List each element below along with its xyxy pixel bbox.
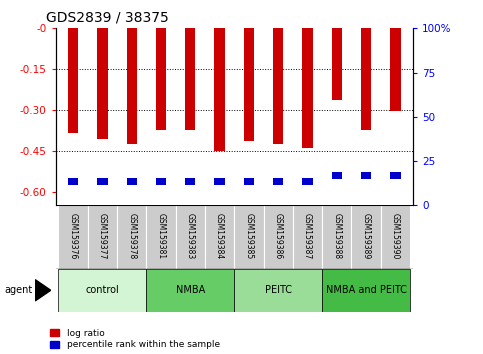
Text: NMBA: NMBA bbox=[176, 285, 205, 295]
Bar bbox=[68, 28, 78, 133]
Bar bbox=[302, 178, 313, 185]
Bar bbox=[273, 28, 284, 144]
Text: GSM159377: GSM159377 bbox=[98, 213, 107, 259]
Text: control: control bbox=[85, 285, 119, 295]
Bar bbox=[185, 28, 196, 130]
Bar bbox=[176, 205, 205, 269]
Bar bbox=[88, 205, 117, 269]
Bar bbox=[390, 28, 400, 112]
Bar bbox=[273, 178, 284, 185]
Bar bbox=[390, 172, 400, 179]
Text: GSM159387: GSM159387 bbox=[303, 213, 312, 259]
Bar bbox=[293, 205, 322, 269]
Bar bbox=[156, 178, 166, 185]
Bar bbox=[214, 28, 225, 151]
Text: PEITC: PEITC bbox=[265, 285, 292, 295]
Text: GSM159386: GSM159386 bbox=[274, 213, 283, 259]
Bar bbox=[264, 205, 293, 269]
Text: GSM159383: GSM159383 bbox=[186, 213, 195, 259]
Text: GSM159378: GSM159378 bbox=[127, 213, 136, 259]
Text: GSM159390: GSM159390 bbox=[391, 213, 400, 259]
Bar bbox=[205, 205, 234, 269]
Bar bbox=[244, 178, 254, 185]
Bar bbox=[97, 28, 108, 139]
Bar bbox=[156, 28, 166, 130]
Text: GSM159385: GSM159385 bbox=[244, 213, 254, 259]
Text: agent: agent bbox=[5, 285, 33, 295]
Bar bbox=[127, 28, 137, 144]
Bar bbox=[322, 205, 352, 269]
Text: GSM159389: GSM159389 bbox=[362, 213, 370, 259]
Bar bbox=[361, 28, 371, 130]
Text: GSM159384: GSM159384 bbox=[215, 213, 224, 259]
Text: GSM159381: GSM159381 bbox=[156, 213, 166, 259]
Bar bbox=[332, 172, 342, 179]
Text: NMBA and PEITC: NMBA and PEITC bbox=[326, 285, 407, 295]
Bar bbox=[352, 205, 381, 269]
Bar bbox=[97, 178, 108, 185]
Bar bbox=[234, 205, 264, 269]
Bar bbox=[127, 178, 137, 185]
Bar bbox=[244, 28, 254, 141]
Bar bbox=[117, 205, 146, 269]
Polygon shape bbox=[35, 280, 51, 301]
Bar bbox=[234, 269, 322, 312]
Bar bbox=[332, 28, 342, 101]
Bar bbox=[381, 205, 410, 269]
Text: GDS2839 / 38375: GDS2839 / 38375 bbox=[46, 11, 169, 25]
Bar bbox=[58, 269, 146, 312]
Text: GSM159376: GSM159376 bbox=[69, 213, 78, 259]
Bar bbox=[185, 178, 196, 185]
Bar bbox=[214, 178, 225, 185]
Text: GSM159388: GSM159388 bbox=[332, 213, 341, 259]
Bar bbox=[146, 205, 176, 269]
Bar bbox=[302, 28, 313, 148]
Bar bbox=[58, 205, 88, 269]
Legend: log ratio, percentile rank within the sample: log ratio, percentile rank within the sa… bbox=[50, 329, 220, 349]
Bar bbox=[68, 178, 78, 185]
Bar bbox=[322, 269, 410, 312]
Bar bbox=[146, 269, 234, 312]
Bar bbox=[361, 172, 371, 179]
